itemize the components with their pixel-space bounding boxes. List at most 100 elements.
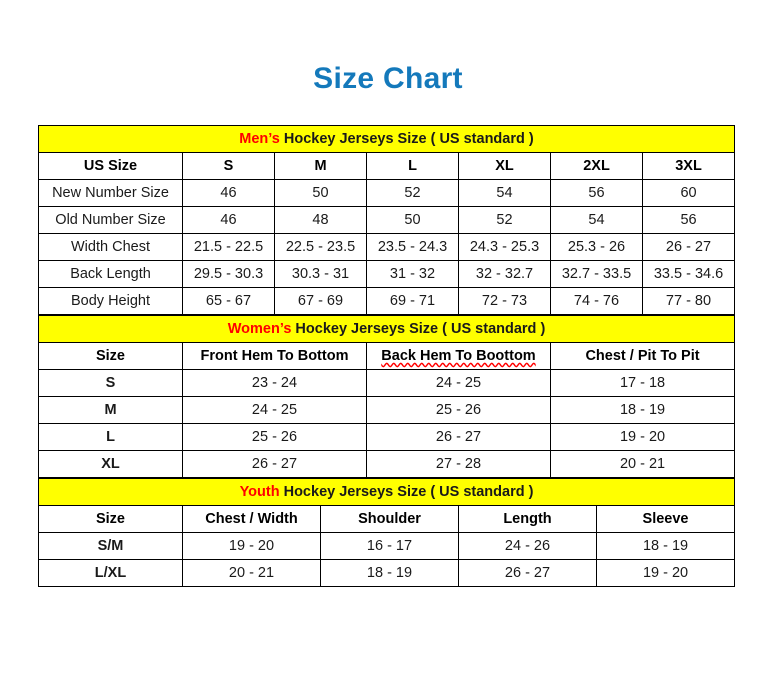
mens-cell-2-0: 21.5 - 22.5 — [182, 233, 275, 261]
mens-row-label-1: Old Number Size — [38, 206, 183, 234]
table-row: Body Height 65 - 67 67 - 69 69 - 71 72 -… — [38, 287, 736, 315]
mens-cell-3-0: 29.5 - 30.3 — [182, 260, 275, 288]
youth-col-header-3: Length — [458, 505, 597, 533]
mens-cell-0-0: 46 — [182, 179, 275, 207]
youth-cell-0-2: 24 - 26 — [458, 532, 597, 560]
womens-row-label-3: XL — [38, 450, 183, 478]
womens-col-header-1: Front Hem To Bottom — [182, 342, 367, 370]
mens-col-header-4: XL — [458, 152, 551, 180]
mens-col-header-2: M — [274, 152, 367, 180]
youth-column-header-row: Size Chest / Width Shoulder Length Sleev… — [38, 505, 736, 533]
mens-cell-2-3: 24.3 - 25.3 — [458, 233, 551, 261]
youth-col-header-0: Size — [38, 505, 183, 533]
mens-col-header-5: 2XL — [550, 152, 643, 180]
mens-cell-3-5: 33.5 - 34.6 — [641, 260, 736, 288]
mens-cell-3-1: 30.3 - 31 — [274, 260, 367, 288]
youth-col-header-4: Sleeve — [595, 505, 736, 533]
table-row: Width Chest 21.5 - 22.5 22.5 - 23.5 23.5… — [38, 233, 736, 261]
womens-cell-0-0: 23 - 24 — [182, 369, 367, 397]
womens-cell-2-1: 26 - 27 — [366, 423, 551, 451]
youth-row-label-0: S/M — [38, 532, 183, 560]
youth-cell-0-3: 18 - 19 — [595, 532, 736, 560]
youth-cell-1-0: 20 - 21 — [182, 559, 321, 587]
mens-cell-1-5: 56 — [641, 206, 736, 234]
mens-cell-1-0: 46 — [182, 206, 275, 234]
mens-col-header-1: S — [182, 152, 275, 180]
mens-section-banner: Men’s Hockey Jerseys Size ( US standard … — [37, 125, 736, 153]
mens-cell-4-1: 67 - 69 — [274, 287, 367, 315]
womens-cell-1-2: 18 - 19 — [549, 396, 736, 424]
womens-banner-rest: Hockey Jerseys Size ( US standard ) — [291, 321, 546, 337]
womens-row-label-1: M — [38, 396, 183, 424]
size-tables-container: Men’s Hockey Jerseys Size ( US standard … — [37, 125, 736, 587]
table-row: S 23 - 24 24 - 25 17 - 18 — [38, 369, 736, 397]
page-title: Size Chart — [313, 62, 463, 95]
table-row: M 24 - 25 25 - 26 18 - 19 — [38, 396, 736, 424]
table-row: New Number Size 46 50 52 54 56 60 — [38, 179, 736, 207]
womens-col-header-0: Size — [38, 342, 183, 370]
table-row: L/XL 20 - 21 18 - 19 26 - 27 19 - 20 — [38, 559, 736, 587]
mens-cell-0-2: 52 — [366, 179, 459, 207]
mens-row-label-2: Width Chest — [38, 233, 183, 261]
womens-row-label-2: L — [38, 423, 183, 451]
womens-cell-1-1: 25 - 26 — [366, 396, 551, 424]
youth-banner-rest: Hockey Jerseys Size ( US standard ) — [279, 484, 534, 500]
table-row: Back Length 29.5 - 30.3 30.3 - 31 31 - 3… — [38, 260, 736, 288]
youth-cell-0-0: 19 - 20 — [182, 532, 321, 560]
mens-cell-0-1: 50 — [274, 179, 367, 207]
mens-cell-4-5: 77 - 80 — [641, 287, 736, 315]
mens-cell-1-4: 54 — [550, 206, 643, 234]
womens-cell-3-2: 20 - 21 — [549, 450, 736, 478]
mens-cell-0-5: 60 — [641, 179, 736, 207]
mens-banner-row: Men’s Hockey Jerseys Size ( US standard … — [37, 125, 736, 153]
womens-cell-2-2: 19 - 20 — [549, 423, 736, 451]
youth-row-label-1: L/XL — [38, 559, 183, 587]
mens-cell-3-2: 31 - 32 — [366, 260, 459, 288]
mens-cell-2-2: 23.5 - 24.3 — [366, 233, 459, 261]
mens-column-header-row: US Size S M L XL 2XL 3XL — [38, 152, 736, 180]
mens-banner-accent: Men’s — [239, 131, 280, 147]
table-row: L 25 - 26 26 - 27 19 - 20 — [38, 423, 736, 451]
mens-cell-4-2: 69 - 71 — [366, 287, 459, 315]
mens-cell-0-4: 56 — [550, 179, 643, 207]
womens-cell-3-1: 27 - 28 — [366, 450, 551, 478]
youth-col-header-1: Chest / Width — [182, 505, 321, 533]
mens-col-header-0: US Size — [38, 152, 183, 180]
mens-cell-4-0: 65 - 67 — [182, 287, 275, 315]
womens-size-table: Women’s Hockey Jerseys Size ( US standar… — [37, 315, 736, 478]
womens-column-header-row: Size Front Hem To Bottom Back Hem To Boo… — [38, 342, 736, 370]
mens-cell-4-4: 74 - 76 — [550, 287, 643, 315]
mens-cell-2-1: 22.5 - 23.5 — [274, 233, 367, 261]
mens-cell-2-4: 25.3 - 26 — [550, 233, 643, 261]
mens-cell-1-3: 52 — [458, 206, 551, 234]
womens-section-banner: Women’s Hockey Jerseys Size ( US standar… — [37, 315, 736, 343]
youth-banner-row: Youth Hockey Jerseys Size ( US standard … — [37, 478, 736, 506]
youth-cell-1-2: 26 - 27 — [458, 559, 597, 587]
youth-cell-1-1: 18 - 19 — [320, 559, 459, 587]
mens-size-table: Men’s Hockey Jerseys Size ( US standard … — [37, 125, 736, 315]
mens-row-label-0: New Number Size — [38, 179, 183, 207]
womens-col-header-3: Chest / Pit To Pit — [549, 342, 736, 370]
youth-section-banner: Youth Hockey Jerseys Size ( US standard … — [37, 478, 736, 506]
table-row: Old Number Size 46 48 50 52 54 56 — [38, 206, 736, 234]
womens-cell-1-0: 24 - 25 — [182, 396, 367, 424]
womens-cell-3-0: 26 - 27 — [182, 450, 367, 478]
mens-cell-3-3: 32 - 32.7 — [458, 260, 551, 288]
mens-row-label-4: Body Height — [38, 287, 183, 315]
womens-col-header-2-text: Back Hem To Boottom — [381, 348, 536, 364]
youth-cell-1-3: 19 - 20 — [595, 559, 736, 587]
youth-cell-0-1: 16 - 17 — [320, 532, 459, 560]
mens-cell-4-3: 72 - 73 — [458, 287, 551, 315]
youth-col-header-2: Shoulder — [320, 505, 459, 533]
womens-cell-0-2: 17 - 18 — [549, 369, 736, 397]
mens-col-header-6: 3XL — [641, 152, 736, 180]
mens-cell-1-2: 50 — [366, 206, 459, 234]
mens-banner-rest: Hockey Jerseys Size ( US standard ) — [279, 131, 534, 147]
table-row: XL 26 - 27 27 - 28 20 - 21 — [38, 450, 736, 478]
table-row: S/M 19 - 20 16 - 17 24 - 26 18 - 19 — [38, 532, 736, 560]
womens-cell-0-1: 24 - 25 — [366, 369, 551, 397]
mens-col-header-3: L — [366, 152, 459, 180]
womens-row-label-0: S — [38, 369, 183, 397]
mens-cell-2-5: 26 - 27 — [641, 233, 736, 261]
